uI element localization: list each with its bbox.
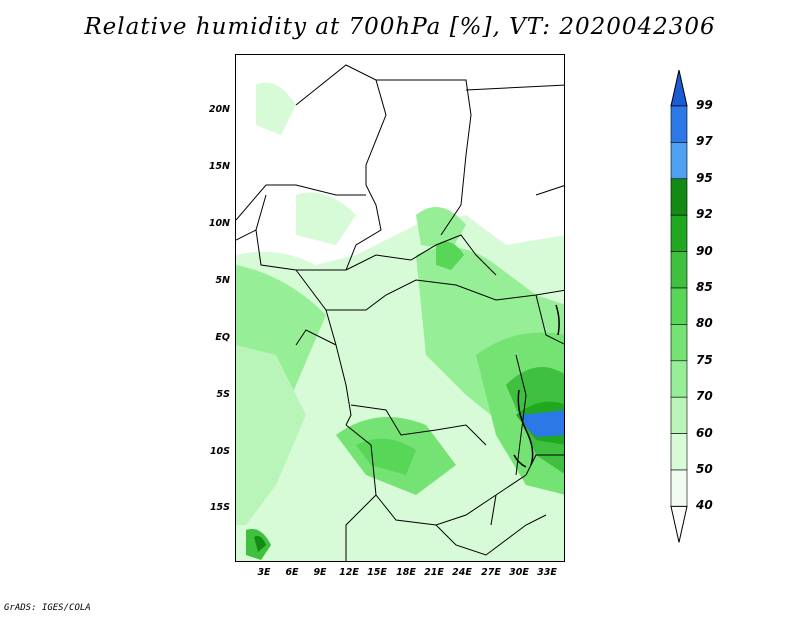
lat-label: 15N xyxy=(208,161,230,172)
map-panel xyxy=(235,54,565,562)
lon-label: 21E xyxy=(424,567,444,578)
colorbar-level-label: 60 xyxy=(696,425,713,440)
lon-label: 24E xyxy=(452,567,472,578)
colorbar-segment xyxy=(670,251,688,289)
colorbar-segment xyxy=(670,360,688,398)
colorbar-level-label: 40 xyxy=(696,498,713,513)
lon-label: 12E xyxy=(339,567,359,578)
colorbar-top-arrow xyxy=(670,70,688,107)
humidity-field xyxy=(236,55,564,561)
lon-label: 18E xyxy=(396,567,416,578)
colorbar-level-label: 90 xyxy=(696,243,713,258)
lon-label: 27E xyxy=(481,567,501,578)
colorbar-level-label: 50 xyxy=(696,462,713,476)
colorbar xyxy=(670,70,688,543)
colorbar-level-label: 92 xyxy=(696,207,713,222)
colorbar-bottom-arrow xyxy=(670,505,688,543)
lat-label: 10N xyxy=(208,218,230,229)
colorbar-level-label: 75 xyxy=(696,352,713,367)
colorbar-level-label: 99 xyxy=(696,98,713,112)
colorbar-segment xyxy=(670,324,688,362)
map-title: Relative humidity at 700hPa [%], VT: 202… xyxy=(84,14,716,40)
colorbar-level-label: 70 xyxy=(696,389,713,404)
colorbar-level-label: 85 xyxy=(696,280,713,294)
lat-label: 10S xyxy=(209,446,230,457)
colorbar-segment xyxy=(670,433,688,471)
lat-label: 20N xyxy=(208,104,230,115)
lat-label: 5N xyxy=(215,275,230,286)
colorbar-segment xyxy=(670,287,688,325)
lon-label: 9E xyxy=(313,567,327,578)
lon-label: 3E xyxy=(257,567,271,578)
colorbar-segment xyxy=(670,396,688,434)
credit-text: GrADS: IGES/COLA xyxy=(4,603,91,613)
lon-label: 15E xyxy=(367,567,387,578)
lon-label: 6E xyxy=(285,567,299,578)
colorbar-level-label: 80 xyxy=(696,316,713,331)
colorbar-segment xyxy=(670,142,688,180)
colorbar-segment xyxy=(670,105,688,143)
colorbar-level-label: 97 xyxy=(696,134,713,149)
colorbar-segment xyxy=(670,178,688,216)
colorbar-segment xyxy=(670,469,688,507)
lat-label: 5S xyxy=(216,389,230,400)
lon-label: 30E xyxy=(509,567,529,578)
lat-label: EQ xyxy=(215,332,230,343)
colorbar-segment xyxy=(670,214,688,252)
colorbar-level-label: 95 xyxy=(696,170,713,185)
lat-label: 15S xyxy=(209,502,230,513)
lon-label: 33E xyxy=(537,567,557,578)
